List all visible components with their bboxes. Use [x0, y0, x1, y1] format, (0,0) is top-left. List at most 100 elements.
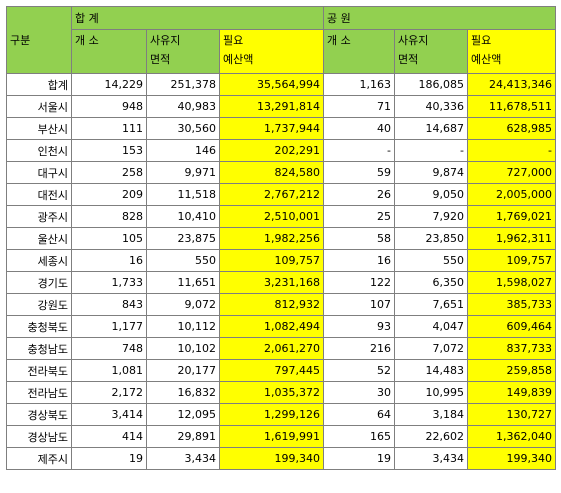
park-count-cell[interactable]: - — [323, 139, 395, 162]
park-budget-cell[interactable]: 609,464 — [467, 315, 556, 338]
park-budget-cell[interactable]: 1,598,027 — [467, 271, 556, 294]
park-area-cell[interactable]: 7,072 — [394, 337, 468, 360]
park-budget-header-cell[interactable]: 필요 예산액 — [467, 29, 556, 74]
park-budget-cell[interactable]: - — [467, 139, 556, 162]
total-area-cell[interactable]: 10,410 — [146, 205, 220, 228]
park-area-cell[interactable]: 186,085 — [394, 73, 468, 96]
total-count-header-cell[interactable]: 개 소 — [71, 29, 147, 74]
total-area-cell[interactable]: 10,102 — [146, 337, 220, 360]
park-budget-cell[interactable]: 130,727 — [467, 403, 556, 426]
total-count-cell[interactable]: 843 — [71, 293, 147, 316]
park-area-cell[interactable]: 9,050 — [394, 183, 468, 206]
total-budget-cell[interactable]: 109,757 — [219, 249, 324, 272]
total-count-cell[interactable]: 19 — [71, 447, 147, 470]
total-area-cell[interactable]: 40,983 — [146, 95, 220, 118]
total-count-cell[interactable]: 14,229 — [71, 73, 147, 96]
total-area-cell[interactable]: 3,434 — [146, 447, 220, 470]
park-area-cell[interactable]: 14,483 — [394, 359, 468, 382]
total-area-cell[interactable]: 16,832 — [146, 381, 220, 404]
region-name-cell[interactable]: 서울시 — [6, 95, 72, 118]
total-area-cell[interactable]: 29,891 — [146, 425, 220, 448]
region-name-cell[interactable]: 대전시 — [6, 183, 72, 206]
total-budget-cell[interactable]: 1,035,372 — [219, 381, 324, 404]
region-name-cell[interactable]: 제주시 — [6, 447, 72, 470]
total-area-cell[interactable]: 9,072 — [146, 293, 220, 316]
total-count-cell[interactable]: 414 — [71, 425, 147, 448]
park-count-cell[interactable]: 26 — [323, 183, 395, 206]
park-budget-cell[interactable]: 109,757 — [467, 249, 556, 272]
park-area-cell[interactable]: 7,651 — [394, 293, 468, 316]
park-budget-cell[interactable]: 199,340 — [467, 447, 556, 470]
total-area-cell[interactable]: 23,875 — [146, 227, 220, 250]
total-budget-cell[interactable]: 3,231,168 — [219, 271, 324, 294]
park-count-cell[interactable]: 165 — [323, 425, 395, 448]
total-area-cell[interactable]: 10,112 — [146, 315, 220, 338]
park-area-cell[interactable]: 9,874 — [394, 161, 468, 184]
total-count-cell[interactable]: 2,172 — [71, 381, 147, 404]
total-area-cell[interactable]: 251,378 — [146, 73, 220, 96]
total-area-cell[interactable]: 12,095 — [146, 403, 220, 426]
park-count-cell[interactable]: 58 — [323, 227, 395, 250]
total-count-cell[interactable]: 3,414 — [71, 403, 147, 426]
total-budget-cell[interactable]: 2,510,001 — [219, 205, 324, 228]
total-budget-cell[interactable]: 1,982,256 — [219, 227, 324, 250]
total-budget-cell[interactable]: 1,299,126 — [219, 403, 324, 426]
total-count-cell[interactable]: 748 — [71, 337, 147, 360]
total-count-cell[interactable]: 948 — [71, 95, 147, 118]
park-area-cell[interactable]: 6,350 — [394, 271, 468, 294]
total-count-cell[interactable]: 1,733 — [71, 271, 147, 294]
region-name-cell[interactable]: 충청남도 — [6, 337, 72, 360]
total-count-cell[interactable]: 258 — [71, 161, 147, 184]
park-count-cell[interactable]: 30 — [323, 381, 395, 404]
park-area-cell[interactable]: 4,047 — [394, 315, 468, 338]
region-name-cell[interactable]: 합계 — [6, 73, 72, 96]
park-budget-cell[interactable]: 24,413,346 — [467, 73, 556, 96]
total-budget-cell[interactable]: 35,564,994 — [219, 73, 324, 96]
total-budget-cell[interactable]: 824,580 — [219, 161, 324, 184]
park-area-cell[interactable]: 550 — [394, 249, 468, 272]
total-budget-cell[interactable]: 202,291 — [219, 139, 324, 162]
total-group-header-cell[interactable]: 합 계 — [71, 6, 324, 30]
total-area-cell[interactable]: 20,177 — [146, 359, 220, 382]
park-count-cell[interactable]: 122 — [323, 271, 395, 294]
total-count-cell[interactable]: 16 — [71, 249, 147, 272]
park-count-cell[interactable]: 64 — [323, 403, 395, 426]
park-budget-cell[interactable]: 2,005,000 — [467, 183, 556, 206]
park-count-cell[interactable]: 25 — [323, 205, 395, 228]
total-count-cell[interactable]: 111 — [71, 117, 147, 140]
park-count-cell[interactable]: 40 — [323, 117, 395, 140]
region-name-cell[interactable]: 경기도 — [6, 271, 72, 294]
total-budget-cell[interactable]: 1,737,944 — [219, 117, 324, 140]
park-area-cell[interactable]: 10,995 — [394, 381, 468, 404]
park-count-cell[interactable]: 71 — [323, 95, 395, 118]
park-budget-cell[interactable]: 727,000 — [467, 161, 556, 184]
park-area-cell[interactable]: 14,687 — [394, 117, 468, 140]
region-name-cell[interactable]: 경상북도 — [6, 403, 72, 426]
park-count-cell[interactable]: 59 — [323, 161, 395, 184]
region-name-cell[interactable]: 인천시 — [6, 139, 72, 162]
total-budget-cell[interactable]: 797,445 — [219, 359, 324, 382]
total-count-cell[interactable]: 1,081 — [71, 359, 147, 382]
total-count-cell[interactable]: 1,177 — [71, 315, 147, 338]
park-area-cell[interactable]: 3,434 — [394, 447, 468, 470]
park-count-cell[interactable]: 107 — [323, 293, 395, 316]
region-name-cell[interactable]: 세종시 — [6, 249, 72, 272]
park-count-cell[interactable]: 19 — [323, 447, 395, 470]
park-area-cell[interactable]: 23,850 — [394, 227, 468, 250]
park-budget-cell[interactable]: 11,678,511 — [467, 95, 556, 118]
region-name-cell[interactable]: 울산시 — [6, 227, 72, 250]
park-group-header-cell[interactable]: 공 원 — [323, 6, 556, 30]
region-name-cell[interactable]: 전라남도 — [6, 381, 72, 404]
total-count-cell[interactable]: 153 — [71, 139, 147, 162]
total-budget-cell[interactable]: 2,767,212 — [219, 183, 324, 206]
total-count-cell[interactable]: 105 — [71, 227, 147, 250]
region-name-cell[interactable]: 전라북도 — [6, 359, 72, 382]
region-name-cell[interactable]: 충청북도 — [6, 315, 72, 338]
park-budget-cell[interactable]: 259,858 — [467, 359, 556, 382]
park-budget-cell[interactable]: 837,733 — [467, 337, 556, 360]
total-area-cell[interactable]: 11,651 — [146, 271, 220, 294]
park-count-cell[interactable]: 16 — [323, 249, 395, 272]
region-name-cell[interactable]: 대구시 — [6, 161, 72, 184]
park-count-cell[interactable]: 93 — [323, 315, 395, 338]
park-count-cell[interactable]: 216 — [323, 337, 395, 360]
